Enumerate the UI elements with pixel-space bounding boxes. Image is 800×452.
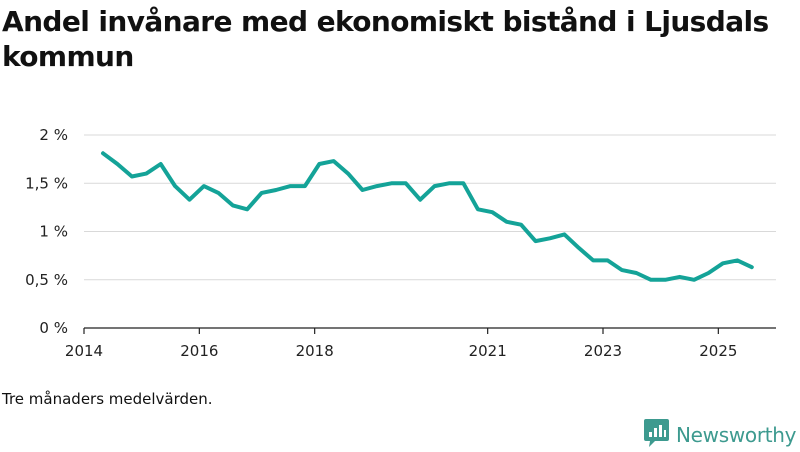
data-point — [288, 184, 292, 188]
data-point — [476, 207, 480, 211]
y-tick-label: 2 % — [39, 126, 68, 144]
data-point — [461, 181, 465, 185]
data-point — [591, 258, 595, 262]
data-point — [750, 265, 754, 269]
data-point — [317, 162, 321, 166]
chart-title: Andel invånare med ekonomiskt bistånd i … — [2, 5, 769, 73]
data-point — [173, 184, 177, 188]
data-point — [115, 162, 119, 166]
data-point — [346, 172, 350, 176]
y-tick-label: 1 % — [39, 223, 68, 241]
x-tick-label: 2014 — [65, 342, 103, 360]
brand-logo[interactable]: Newsworthy — [643, 418, 797, 452]
data-point — [303, 184, 307, 188]
data-point — [678, 275, 682, 279]
x-tick-label: 2021 — [469, 342, 507, 360]
data-point — [260, 191, 264, 195]
series-line — [101, 151, 754, 282]
y-tick-label: 0 % — [39, 319, 68, 337]
y-tick-label: 1,5 % — [25, 174, 68, 192]
data-point — [274, 188, 278, 192]
data-point — [721, 261, 725, 265]
data-point — [548, 236, 552, 240]
data-point — [159, 162, 163, 166]
data-point — [216, 191, 220, 195]
data-point — [649, 278, 653, 282]
data-point — [663, 278, 667, 282]
data-point — [606, 258, 610, 262]
newsworthy-logo-icon — [643, 418, 670, 452]
data-point — [707, 271, 711, 275]
data-point — [519, 223, 523, 227]
gridlines — [84, 134, 776, 281]
data-point — [418, 198, 422, 202]
x-tick-label: 2023 — [584, 342, 622, 360]
data-point — [534, 239, 538, 243]
brand-name: Newsworthy — [676, 423, 797, 447]
data-point — [692, 278, 696, 282]
data-point — [231, 203, 235, 207]
x-axis-labels: 2014 2016 2018 2021 2023 2025 — [65, 342, 738, 360]
data-point — [404, 181, 408, 185]
data-point — [634, 271, 638, 275]
x-tick-label: 2025 — [699, 342, 737, 360]
data-point — [245, 207, 249, 211]
x-axis — [83, 327, 776, 334]
data-point — [375, 184, 379, 188]
data-point — [577, 246, 581, 250]
data-point — [389, 181, 393, 185]
data-point — [620, 268, 624, 272]
data-point — [447, 181, 451, 185]
data-point — [735, 258, 739, 262]
data-point — [202, 184, 206, 188]
data-point — [188, 198, 192, 202]
data-point — [562, 232, 566, 236]
data-point — [144, 172, 148, 176]
y-axis-labels: 0 % 0,5 % 1 % 1,5 % 2 % — [25, 126, 68, 337]
series-layer — [101, 151, 754, 282]
data-point — [101, 151, 105, 155]
data-point — [130, 174, 134, 178]
data-point — [332, 159, 336, 163]
data-point — [490, 210, 494, 214]
y-tick-label: 0,5 % — [25, 271, 68, 289]
data-point — [361, 188, 365, 192]
x-tick-label: 2016 — [180, 342, 218, 360]
data-point — [433, 184, 437, 188]
x-tick-label: 2018 — [296, 342, 334, 360]
data-point — [505, 220, 509, 224]
footnote: Tre månaders medelvärden. — [2, 390, 213, 408]
